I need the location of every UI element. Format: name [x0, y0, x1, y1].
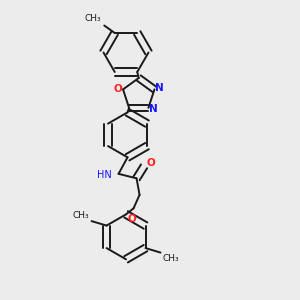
Text: N: N	[155, 83, 164, 93]
Text: HN: HN	[97, 170, 112, 180]
Text: CH₃: CH₃	[73, 211, 89, 220]
Text: CH₃: CH₃	[85, 14, 101, 23]
Text: O: O	[113, 84, 122, 94]
Text: O: O	[128, 214, 136, 224]
Text: CH₃: CH₃	[163, 254, 180, 263]
Text: N: N	[149, 104, 158, 114]
Text: O: O	[146, 158, 155, 168]
